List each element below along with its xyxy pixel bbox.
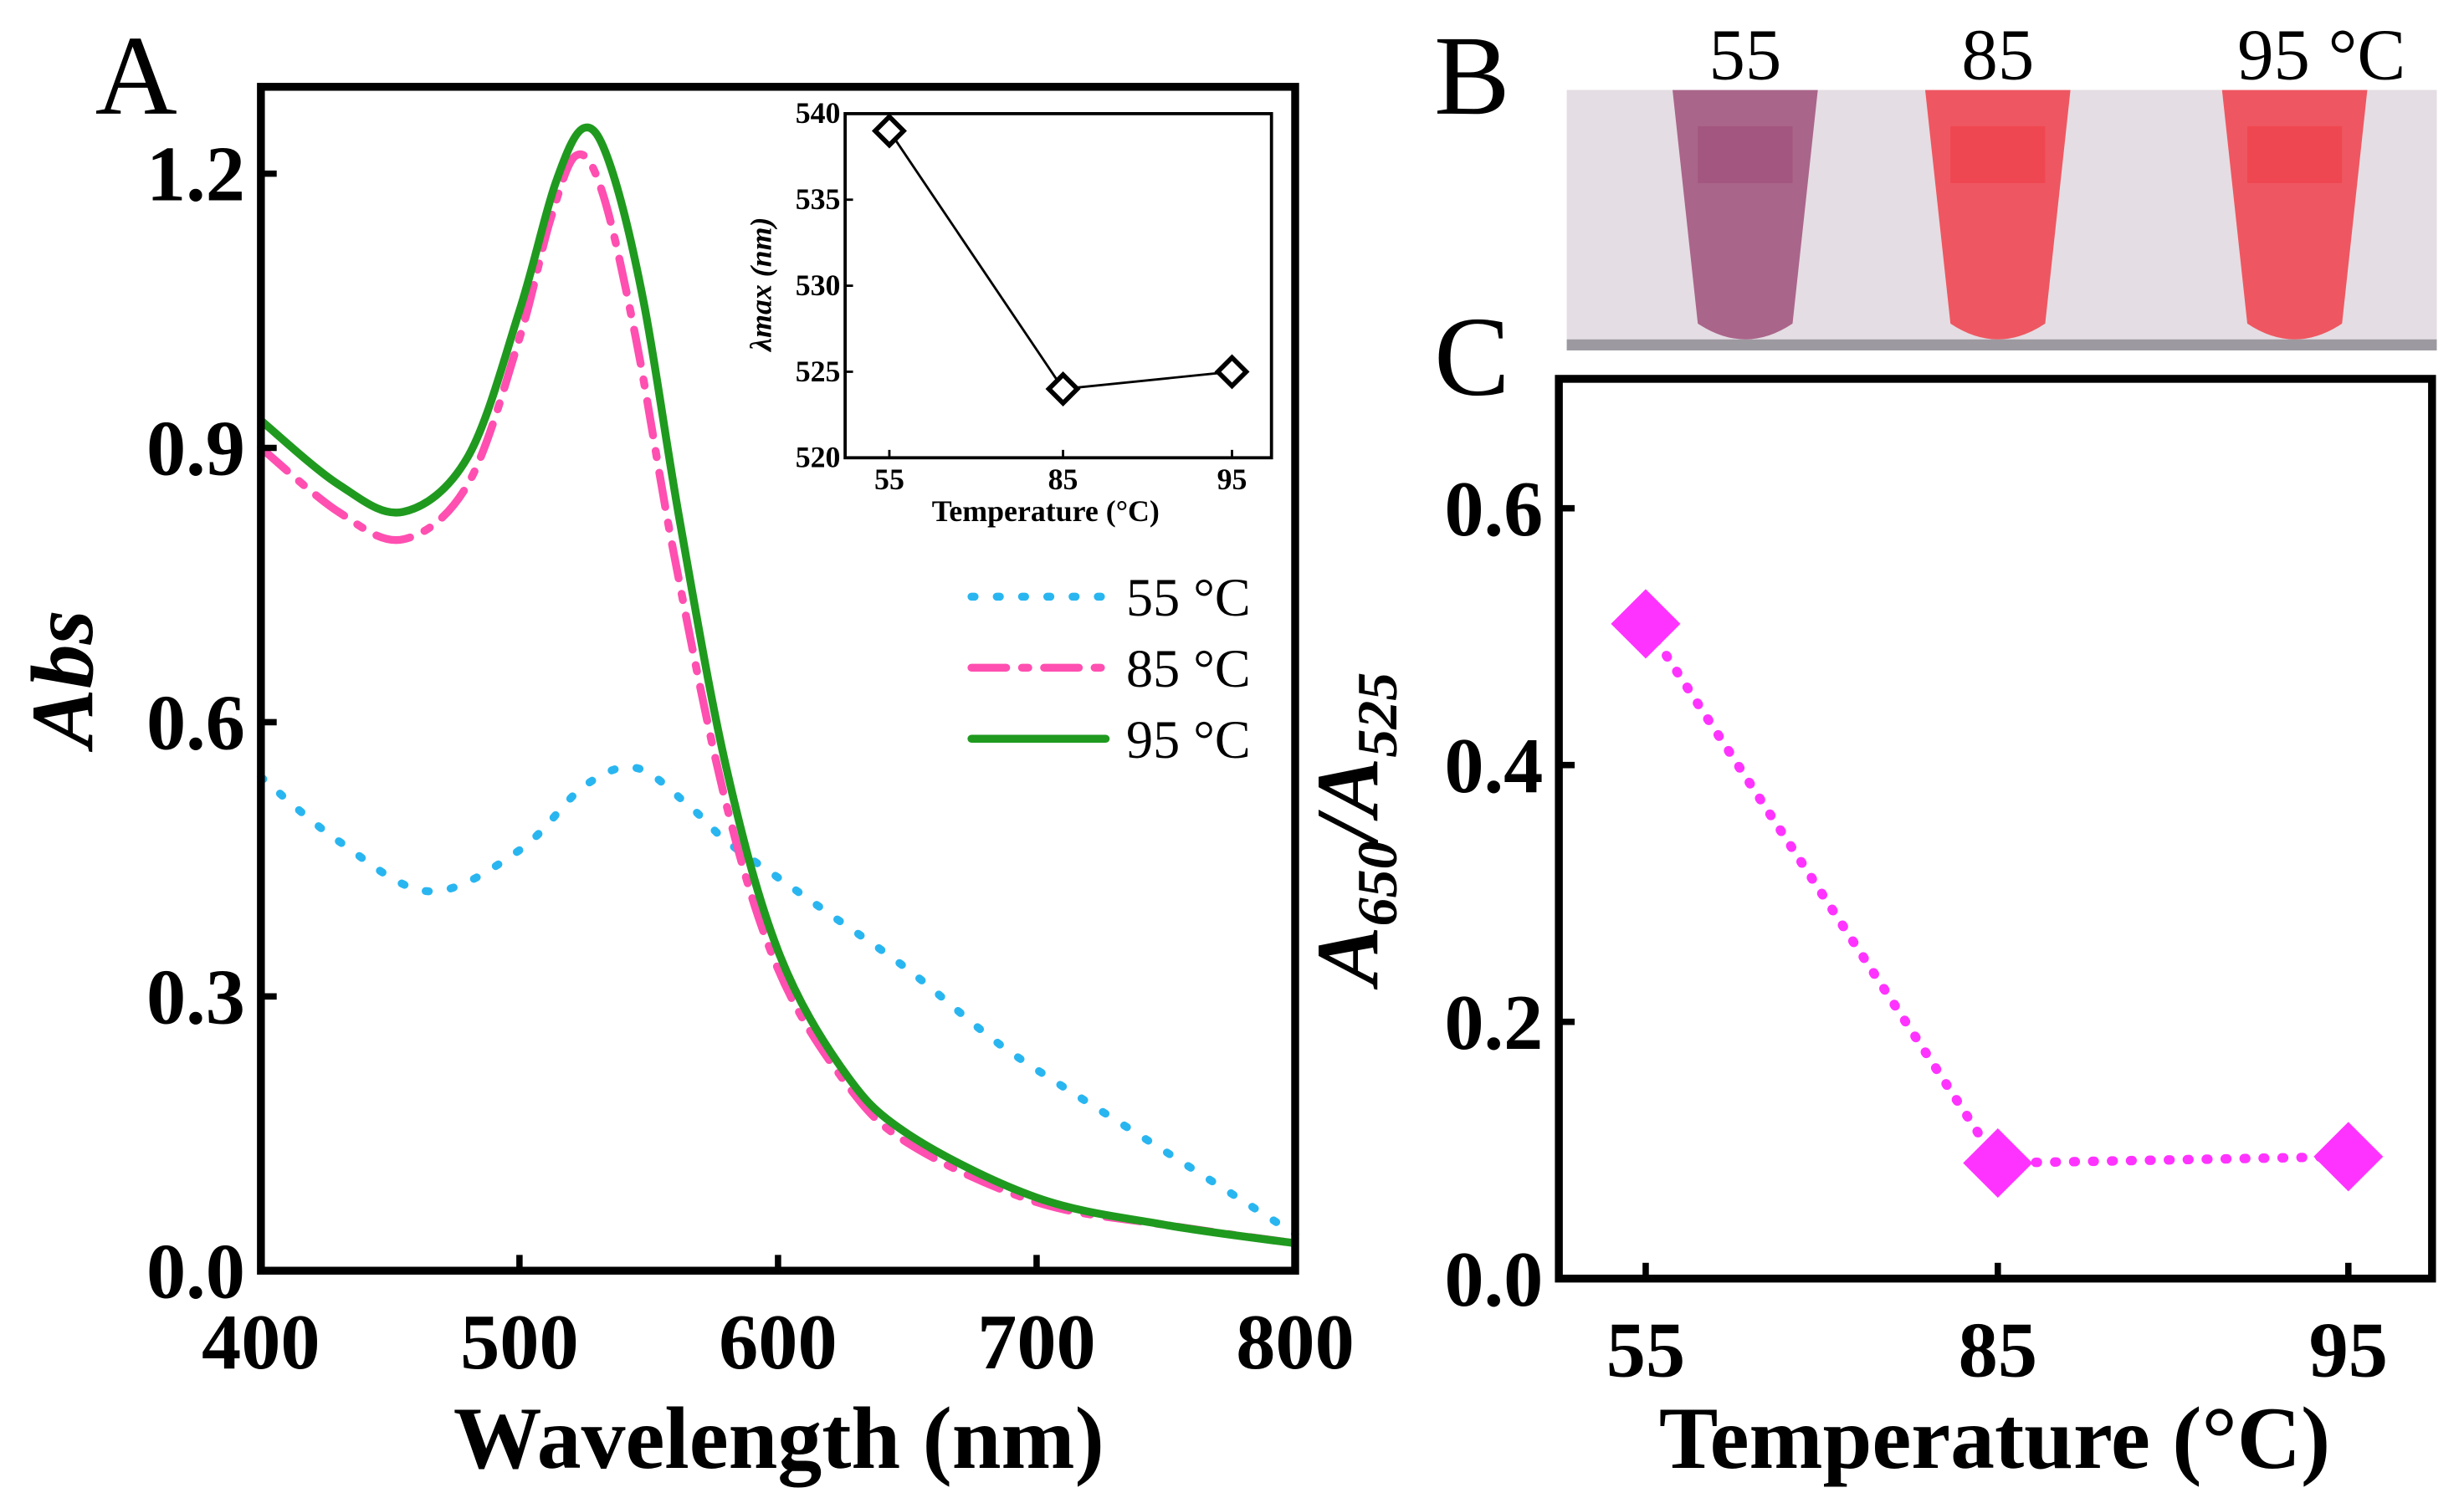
panel-c-chart: 55 85 95 0.0 0.2 0.4 0.6 Temperature (°C) A650/A… [1299,375,2436,1487]
y-tick-label: 0.0 [146,1228,245,1315]
panel-label-c: C [1434,294,1510,420]
y-axis-label-part: 650 [1345,841,1409,926]
y-tick-label: 1.2 [146,131,245,218]
tube-label: 55 [1708,14,1781,95]
plot-frame [1555,375,2436,1283]
photo-bench [1566,339,2437,350]
x-tick-label: 95 [2309,1307,2388,1394]
x-axis-label: Wavelength (nm) [453,1389,1104,1487]
y-axis-label-part: A [1299,926,1396,989]
series-line [257,150,1299,1248]
panel-label-b: B [1434,13,1510,139]
inset-chart: 55 85 95 520 525 530 535 540 Temperature (°C) λma… [744,96,1273,528]
data-marker [2313,1122,2384,1192]
inset-x-tick-label: 95 [1217,463,1247,496]
x-tick-label: 400 [202,1299,320,1386]
inset-marker [1214,354,1250,390]
tube-band [2247,125,2343,183]
y-axis-label: A650/A525 [1299,672,1409,990]
y-axis-label: Abs [13,610,111,752]
panel-b-photo: 55 85 95 °C [1566,14,2437,350]
inset-marker [871,113,907,149]
inset-y-tick-label: 540 [796,96,841,130]
y-tick-label: 0.6 [1444,466,1543,553]
x-tick-label: 500 [460,1299,579,1386]
panel-a-chart: 55 °C 85 °C 95 °C 400 500 600 700 800 0.0 0.3 0.6 0… [13,83,1355,1487]
inset-y-tick-label: 525 [796,355,841,388]
legend-label: 55 °C [1126,568,1251,627]
inset-y-axis-label: λmax (nm) [744,217,777,353]
legend-label: 85 °C [1126,639,1251,698]
y-tick-label: 0.2 [1444,979,1543,1066]
y-tick-label: 0.0 [1444,1236,1543,1323]
series-line [257,763,1299,1239]
inset-marker [1045,371,1081,407]
inset-y-tick-label: 530 [796,268,841,302]
x-tick-label: 700 [977,1299,1096,1386]
y-tick-label: 0.9 [146,406,245,493]
x-tick-label: 85 [1959,1307,2037,1394]
inset-x-axis-label: Temperature (°C) [932,494,1160,528]
series-line [1641,619,2354,1168]
panel-label-a: A [95,13,177,139]
tube-band [1698,125,1793,183]
x-tick-label: 800 [1236,1299,1355,1386]
legend-label: 95 °C [1126,710,1251,769]
y-axis-label-part: 525 [1345,672,1409,758]
x-tick-label: 600 [719,1299,838,1386]
data-marker [1963,1128,2033,1199]
tube-label: 95 °C [2237,14,2405,95]
inset-y-tick-label: 535 [796,182,841,216]
y-tick-label: 0.3 [146,954,245,1040]
x-tick-label: 55 [1606,1307,1685,1394]
x-axis-label: Temperature (°C) [1659,1389,2330,1487]
tube-band [1950,125,2046,183]
inset-x-tick-label: 55 [874,463,904,496]
data-marker [1611,589,1681,659]
y-axis-label-part: /A [1299,758,1396,847]
inset-y-tick-label: 520 [796,441,841,474]
y-tick-label: 0.4 [1444,723,1543,810]
inset-frame [843,111,1273,460]
inset-x-tick-label: 85 [1048,463,1078,496]
series-line [258,123,1296,1248]
y-tick-label: 0.6 [146,680,245,767]
tube-label: 85 [1961,14,2034,95]
